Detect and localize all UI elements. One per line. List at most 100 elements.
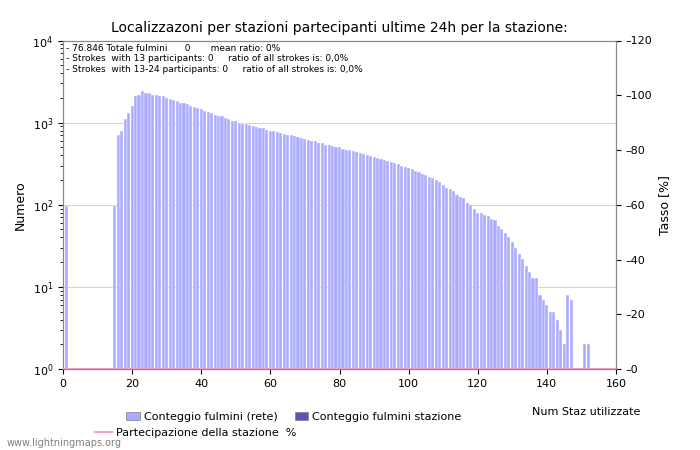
Bar [497, 226, 500, 450]
Bar [193, 107, 196, 450]
Bar [244, 125, 248, 450]
Bar [535, 278, 538, 450]
Bar [531, 278, 535, 450]
Bar [217, 116, 220, 450]
Bar [335, 147, 337, 450]
Bar [303, 139, 307, 450]
Bar [390, 162, 393, 450]
Legend: Conteggio fulmini (rete), Conteggio fulmini stazione: Conteggio fulmini (rete), Conteggio fulm… [122, 408, 466, 427]
Bar [421, 174, 424, 450]
Bar [365, 155, 369, 450]
Bar [594, 369, 597, 450]
Bar [82, 369, 85, 450]
Bar [490, 219, 493, 450]
Bar [362, 153, 365, 450]
Bar [331, 146, 334, 450]
Bar [120, 130, 123, 450]
Y-axis label: Tasso [%]: Tasso [%] [658, 175, 671, 235]
Bar [538, 295, 542, 450]
Bar [96, 369, 99, 450]
Bar [376, 158, 379, 450]
Bar [566, 295, 569, 450]
Bar [183, 103, 186, 450]
Bar [169, 99, 172, 450]
Bar [511, 242, 514, 450]
Bar [69, 369, 71, 450]
Bar [76, 369, 78, 450]
Bar [438, 182, 441, 450]
Bar [262, 128, 265, 450]
Bar [172, 100, 175, 450]
Bar [89, 369, 92, 450]
Bar [590, 369, 594, 450]
Bar [72, 369, 75, 450]
Bar [158, 96, 161, 450]
Bar [604, 369, 607, 450]
Bar [383, 160, 386, 450]
Bar [372, 157, 376, 450]
Bar [99, 369, 103, 450]
Bar [518, 254, 521, 450]
Bar [144, 93, 148, 450]
Bar [283, 134, 286, 450]
Bar [556, 320, 559, 450]
Bar [386, 161, 389, 450]
Bar [251, 126, 255, 450]
Bar [162, 96, 164, 450]
Bar [597, 369, 601, 450]
Legend: Partecipazione della stazione  %: Partecipazione della stazione % [91, 423, 301, 442]
Text: - 76.846 Totale fulmini      0       mean ratio: 0%
- Strokes  with 13 participa: - 76.846 Totale fulmini 0 mean ratio: 0%… [66, 44, 363, 74]
Bar [583, 344, 587, 450]
Bar [179, 103, 182, 450]
Bar [459, 197, 462, 450]
Bar [463, 198, 466, 450]
Bar [587, 344, 590, 450]
Bar [559, 330, 562, 450]
Bar [265, 130, 269, 450]
Bar [431, 178, 435, 450]
Bar [611, 369, 614, 450]
Bar [352, 151, 355, 450]
Bar [521, 259, 524, 450]
Bar [524, 266, 528, 450]
Bar [196, 108, 200, 450]
Bar [410, 169, 414, 450]
Bar [445, 188, 448, 450]
Bar [601, 369, 603, 450]
Bar [324, 144, 327, 450]
Bar [206, 112, 210, 450]
Bar [255, 127, 258, 450]
Bar [494, 220, 496, 450]
Bar [203, 111, 206, 450]
Bar [238, 122, 241, 450]
Bar [476, 213, 480, 450]
Bar [608, 369, 610, 450]
Bar [466, 203, 469, 450]
Bar [355, 152, 358, 450]
Bar [186, 104, 189, 450]
Bar [297, 137, 300, 450]
Bar [393, 163, 396, 450]
Bar [549, 311, 552, 450]
Bar [127, 113, 130, 450]
Bar [552, 311, 555, 450]
Bar [508, 238, 510, 450]
Bar [210, 113, 214, 450]
Text: www.lightningmaps.org: www.lightningmaps.org [7, 438, 122, 448]
Bar [137, 94, 141, 450]
Bar [106, 369, 109, 450]
Bar [148, 93, 151, 450]
Bar [314, 141, 317, 450]
Bar [545, 305, 548, 450]
Bar [176, 101, 178, 450]
Bar [321, 143, 324, 450]
Bar [345, 149, 348, 450]
Bar [480, 213, 483, 450]
Bar [279, 133, 282, 450]
Bar [469, 205, 472, 450]
Bar [85, 369, 89, 450]
Bar [220, 116, 223, 450]
Bar [258, 128, 262, 450]
Bar [404, 167, 407, 450]
Bar [504, 233, 507, 450]
